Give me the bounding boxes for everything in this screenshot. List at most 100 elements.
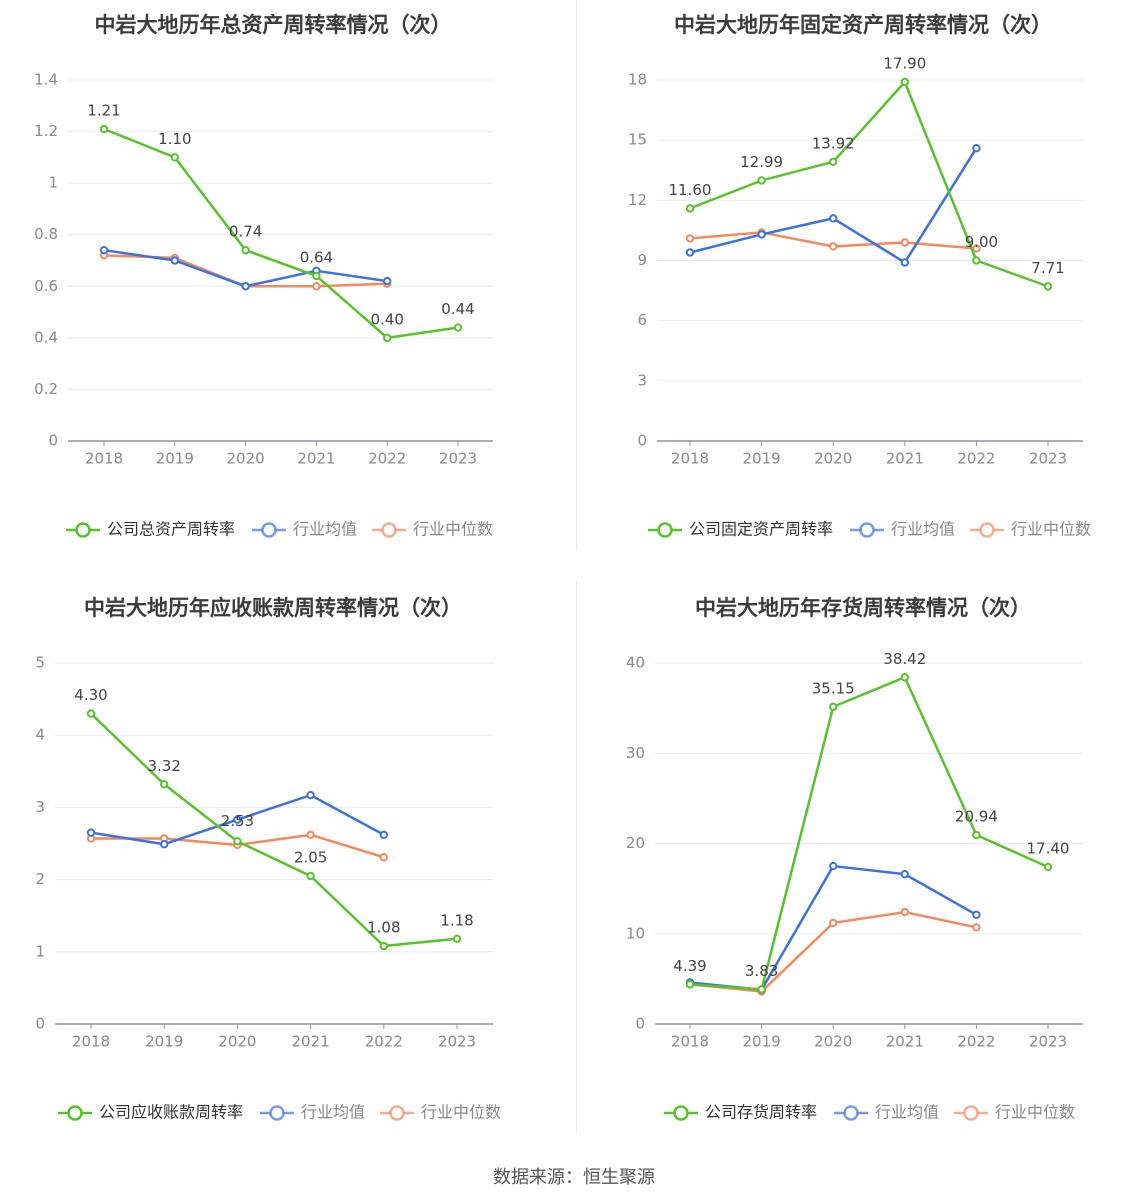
legend-marker-avg bbox=[269, 1105, 285, 1121]
series-line-company bbox=[103, 127, 459, 340]
x-tick-label: 2019 bbox=[145, 1033, 183, 1051]
data-point-company bbox=[972, 830, 981, 840]
y-tick-label: 3 bbox=[35, 798, 45, 816]
series-line-median bbox=[103, 254, 388, 288]
data-point-median bbox=[685, 234, 695, 243]
data-point-company bbox=[757, 985, 766, 994]
y-tick-label: 20 bbox=[626, 834, 645, 852]
x-tick-label: 2022 bbox=[368, 450, 406, 468]
data-point-company bbox=[241, 245, 250, 255]
chart-title-3: 中岩大地历年应收账款周转率情况（次） bbox=[84, 596, 462, 620]
legend-label-company: 公司总资产周转率 bbox=[107, 520, 235, 539]
data-point-avg bbox=[757, 230, 766, 239]
data-point-median bbox=[379, 853, 388, 862]
data-point-company bbox=[972, 256, 981, 265]
data-point-company bbox=[829, 702, 838, 711]
y-tick-label: 9 bbox=[637, 251, 647, 269]
x-tick-label: 2022 bbox=[957, 1033, 995, 1051]
legend-label-median: 行业中位数 bbox=[1011, 520, 1091, 539]
y-tick-label: 0 bbox=[35, 1015, 45, 1033]
x-tick-label: 2021 bbox=[886, 450, 924, 468]
data-point-company bbox=[900, 673, 909, 682]
data-point-company bbox=[160, 780, 169, 789]
data-point-company bbox=[383, 333, 392, 343]
y-tick-label: 10 bbox=[626, 924, 645, 942]
data-point-company bbox=[312, 271, 321, 281]
y-tick-label: 12 bbox=[628, 191, 647, 209]
y-tick-label: 0 bbox=[637, 432, 647, 450]
y-tick-label: 1.2 bbox=[34, 122, 58, 140]
data-point-company bbox=[99, 124, 109, 134]
data-point-avg bbox=[900, 869, 909, 879]
data-point-company bbox=[1043, 862, 1053, 872]
data-label: 0.40 bbox=[370, 310, 403, 328]
data-label: 2.53 bbox=[221, 812, 254, 830]
data-point-company bbox=[86, 709, 96, 718]
data-point-median bbox=[900, 907, 909, 917]
x-tick-label: 2023 bbox=[438, 1033, 476, 1051]
legend-marker-avg bbox=[859, 522, 875, 538]
x-tick-label: 2023 bbox=[439, 450, 477, 468]
legend-marker-median bbox=[979, 522, 995, 538]
x-tick-label: 2019 bbox=[743, 1033, 781, 1051]
data-label: 0.44 bbox=[441, 300, 474, 318]
data-point-company bbox=[306, 871, 315, 881]
data-label: 13.92 bbox=[812, 134, 855, 152]
y-tick-label: 18 bbox=[628, 71, 647, 89]
data-point-avg bbox=[900, 258, 909, 267]
data-point-avg bbox=[379, 830, 388, 840]
x-tick-label: 2020 bbox=[218, 1033, 256, 1051]
legend-marker-avg bbox=[261, 522, 277, 538]
data-point-company bbox=[379, 941, 388, 951]
data-point-company bbox=[685, 980, 695, 989]
data-label: 1.18 bbox=[440, 911, 473, 929]
data-label: 1.10 bbox=[158, 130, 191, 148]
data-point-avg bbox=[306, 790, 315, 800]
data-label: 17.90 bbox=[883, 55, 926, 73]
x-tick-label: 2018 bbox=[72, 1033, 110, 1051]
y-tick-label: 40 bbox=[626, 654, 645, 672]
legend-label-avg: 行业均值 bbox=[293, 520, 357, 539]
x-tick-label: 2018 bbox=[671, 450, 709, 468]
data-point-avg bbox=[99, 245, 109, 255]
legend-label-median: 行业中位数 bbox=[421, 1103, 501, 1122]
vertical-divider-bottom bbox=[576, 582, 577, 1132]
data-label: 0.74 bbox=[229, 223, 262, 241]
data-point-company bbox=[233, 837, 242, 846]
x-tick-label: 2023 bbox=[1029, 1033, 1067, 1051]
data-label: 4.30 bbox=[74, 686, 107, 704]
y-tick-label: 3 bbox=[637, 371, 647, 389]
data-label: 0.64 bbox=[300, 248, 333, 266]
y-tick-label: 2 bbox=[35, 870, 45, 888]
series-line-company bbox=[90, 712, 458, 948]
data-point-avg bbox=[972, 910, 981, 919]
y-tick-label: 5 bbox=[35, 654, 45, 672]
legend-marker-company bbox=[75, 522, 91, 538]
data-point-company bbox=[829, 157, 838, 167]
y-tick-label: 0.4 bbox=[34, 328, 58, 346]
data-point-avg bbox=[685, 248, 695, 257]
x-tick-label: 2020 bbox=[814, 1033, 852, 1051]
y-tick-label: 0.2 bbox=[34, 380, 58, 398]
legend-marker-median bbox=[963, 1105, 979, 1121]
data-point-company bbox=[757, 176, 766, 185]
y-tick-label: 1.4 bbox=[34, 71, 58, 89]
legend-marker-company bbox=[67, 1105, 83, 1121]
y-tick-label: 1 bbox=[48, 174, 58, 192]
x-tick-label: 2022 bbox=[957, 450, 995, 468]
data-label: 11.60 bbox=[669, 181, 712, 199]
data-point-company bbox=[453, 323, 463, 332]
data-label: 20.94 bbox=[955, 808, 998, 826]
y-tick-label: 0 bbox=[635, 1015, 645, 1033]
x-tick-label: 2020 bbox=[814, 450, 852, 468]
data-point-median bbox=[829, 918, 838, 928]
data-point-median bbox=[312, 282, 321, 291]
data-point-avg bbox=[241, 282, 250, 291]
x-tick-label: 2022 bbox=[365, 1033, 403, 1051]
data-label: 9.00 bbox=[965, 233, 998, 251]
y-tick-label: 15 bbox=[628, 131, 647, 149]
data-point-company bbox=[685, 204, 695, 213]
x-tick-label: 2021 bbox=[292, 1033, 330, 1051]
data-label: 2.05 bbox=[294, 848, 327, 866]
